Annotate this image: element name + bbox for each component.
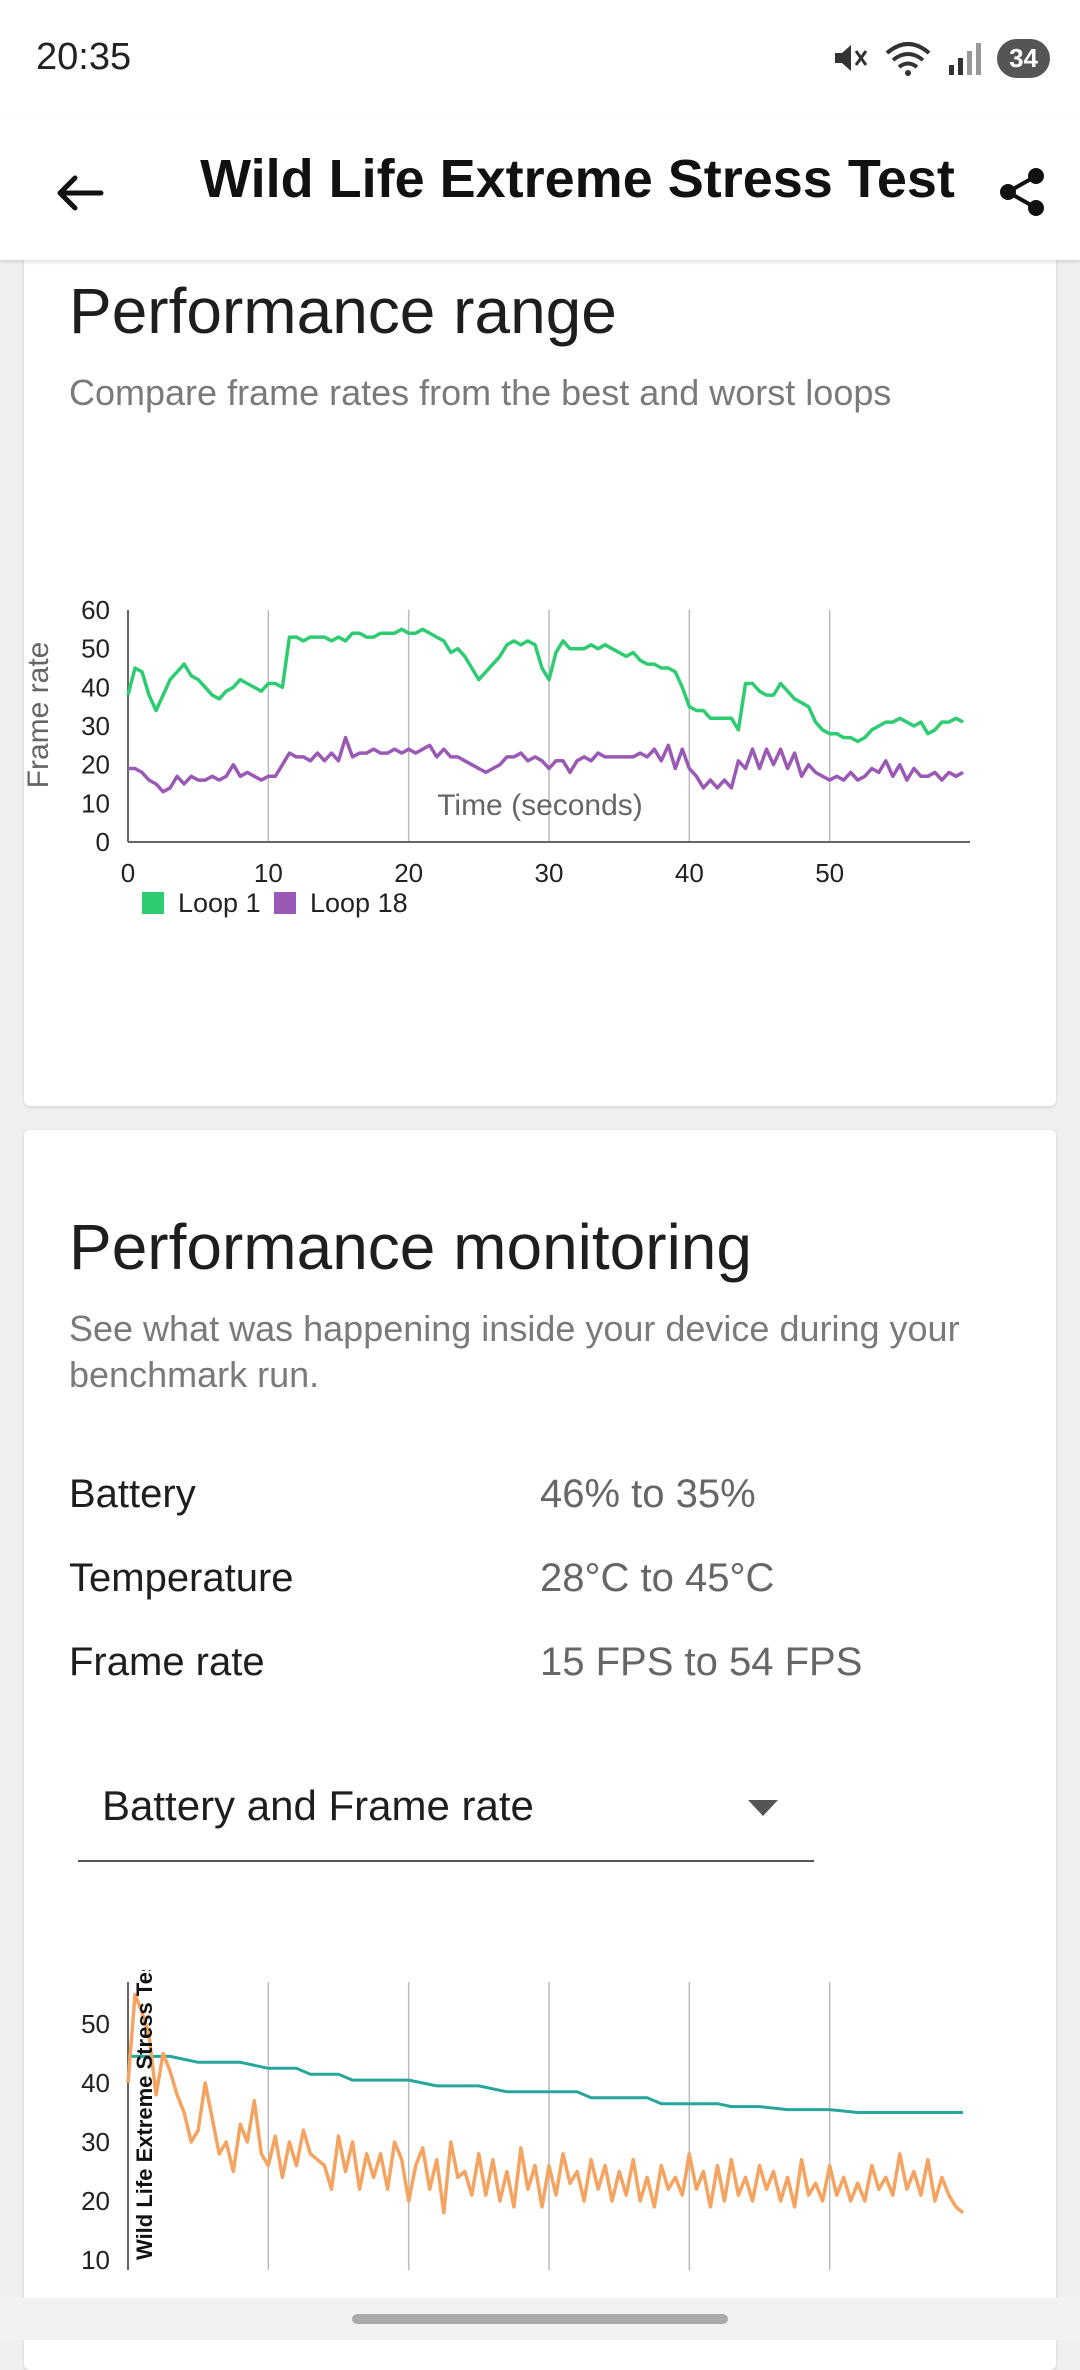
dropdown-selected-value: Battery and Frame rate	[102, 1782, 534, 1829]
battery-indicator: 34	[997, 38, 1050, 78]
y-tick-label: 40	[81, 2068, 110, 2098]
signal-icon	[949, 43, 982, 75]
battery-label: Battery	[69, 1472, 196, 1516]
x-tick-label: 40	[675, 858, 704, 888]
y-tick-label: 30	[81, 2127, 110, 2157]
y-tick-label: 40	[81, 672, 110, 702]
y-tick-label: 0	[96, 827, 110, 857]
metric-dropdown[interactable]: Battery and Frame rate	[78, 1740, 814, 1862]
x-tick-label: 50	[815, 858, 844, 888]
y-axis-label: Frame rate	[24, 642, 55, 789]
battery-series-line	[128, 2054, 963, 2114]
home-indicator[interactable]	[352, 2314, 728, 2324]
share-button[interactable]	[982, 152, 1062, 232]
performance-monitoring-title: Performance monitoring	[69, 1211, 752, 1283]
back-button[interactable]	[40, 158, 120, 228]
mute-icon	[835, 45, 868, 71]
frame-rate-chart: 0 10 20 30 40 50 0 10 20 30 40 50 60 Frame rate Loop…	[24, 595, 970, 918]
battery-value: 46% to 35%	[540, 1472, 756, 1516]
chart-legend: Loop 1 Loop 18	[142, 888, 408, 918]
y-tick-label: 20	[81, 750, 110, 780]
share-icon	[1000, 168, 1044, 216]
x-tick-label: 10	[254, 858, 283, 888]
series-line-2	[128, 735, 964, 794]
y-tick-label: 60	[81, 595, 110, 625]
temperature-value: 28°C to 45°C	[540, 1556, 775, 1600]
performance-range-title: Performance range	[69, 275, 617, 347]
performance-range-subtitle: Compare frame rates from the best and wo…	[69, 372, 892, 413]
y-tick-label: 50	[81, 634, 110, 664]
performance-monitoring-card: Performance monitoring See what was happ…	[24, 1130, 1056, 2370]
legend-swatch	[142, 892, 164, 914]
arrow-left-icon	[57, 175, 104, 211]
series-line-1	[126, 627, 964, 744]
x-tick-label: 30	[535, 858, 564, 888]
temperature-label: Temperature	[69, 1556, 294, 1600]
app-bar: Wild Life Extreme Stress Test	[0, 120, 1080, 260]
battery-framerate-chart: 10 20 30 40 50 Wild Life Extreme Stress Test	[81, 1970, 965, 2270]
y-tick-label: 10	[81, 788, 110, 818]
performance-range-card: Performance range Compare frame rates fr…	[24, 240, 1056, 1106]
x-tick-label: 0	[121, 858, 135, 888]
framerate-series-line	[126, 1992, 965, 2215]
status-bar: 20:35 34	[0, 0, 1080, 120]
y-tick-label: 50	[81, 2009, 110, 2039]
wifi-icon	[885, 42, 931, 76]
y-tick-label: 20	[81, 2186, 110, 2216]
y-tick-label: 30	[81, 711, 110, 741]
dropdown-arrow-icon	[748, 1800, 778, 1816]
x-tick-label: 20	[394, 858, 423, 888]
legend-label: Loop 18	[310, 888, 408, 918]
performance-monitoring-subtitle: See what was happening inside your devic…	[69, 1308, 960, 1395]
legend-swatch	[274, 892, 296, 914]
y-axis-label: Wild Life Extreme Stress Test	[132, 1970, 157, 2260]
status-icons: 34	[831, 36, 1050, 80]
page-title: Wild Life Extreme Stress Test	[200, 149, 955, 209]
status-time: 20:35	[36, 36, 132, 78]
x-axis-label: Time (seconds)	[437, 789, 643, 822]
y-tick-label: 10	[81, 2245, 110, 2270]
legend-label: Loop 1	[178, 888, 261, 918]
frame-rate-value: 15 FPS to 54 FPS	[540, 1640, 863, 1684]
frame-rate-label: Frame rate	[69, 1640, 265, 1684]
